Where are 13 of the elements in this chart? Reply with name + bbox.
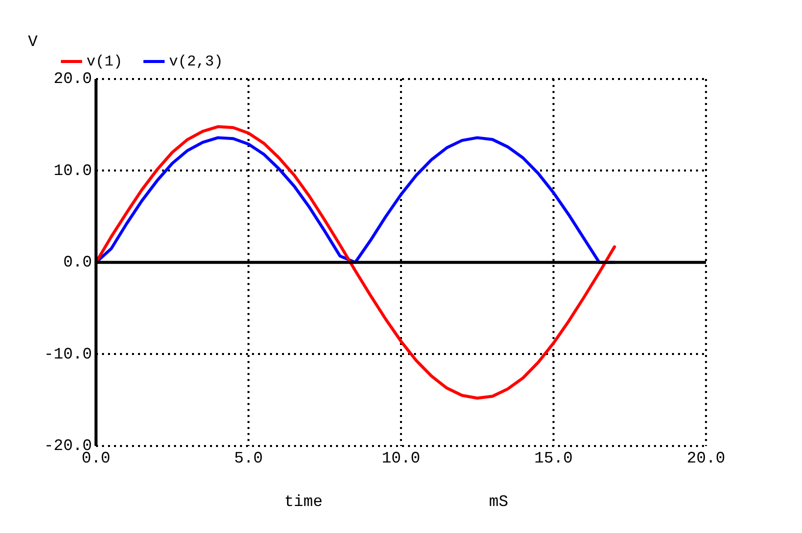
x-tick-label: 15.0 (534, 450, 573, 468)
legend-label: v(1) (86, 53, 123, 70)
text: mS (489, 493, 508, 512)
y-tick-label: 20.0 (54, 70, 92, 88)
y-axis-title: V (28, 33, 38, 52)
legend-label: v(2,3) (169, 53, 224, 70)
y-tick-label: -10.0 (44, 345, 92, 364)
x-tick-label: 10.0 (382, 450, 420, 468)
y-tick-label: 0.0 (63, 254, 92, 272)
x-tick-label: 20.0 (686, 450, 726, 468)
x-tick-label: 5.0 (234, 450, 263, 468)
x-axis-title: time (284, 493, 323, 512)
y-tick-label: 10.0 (54, 162, 92, 180)
